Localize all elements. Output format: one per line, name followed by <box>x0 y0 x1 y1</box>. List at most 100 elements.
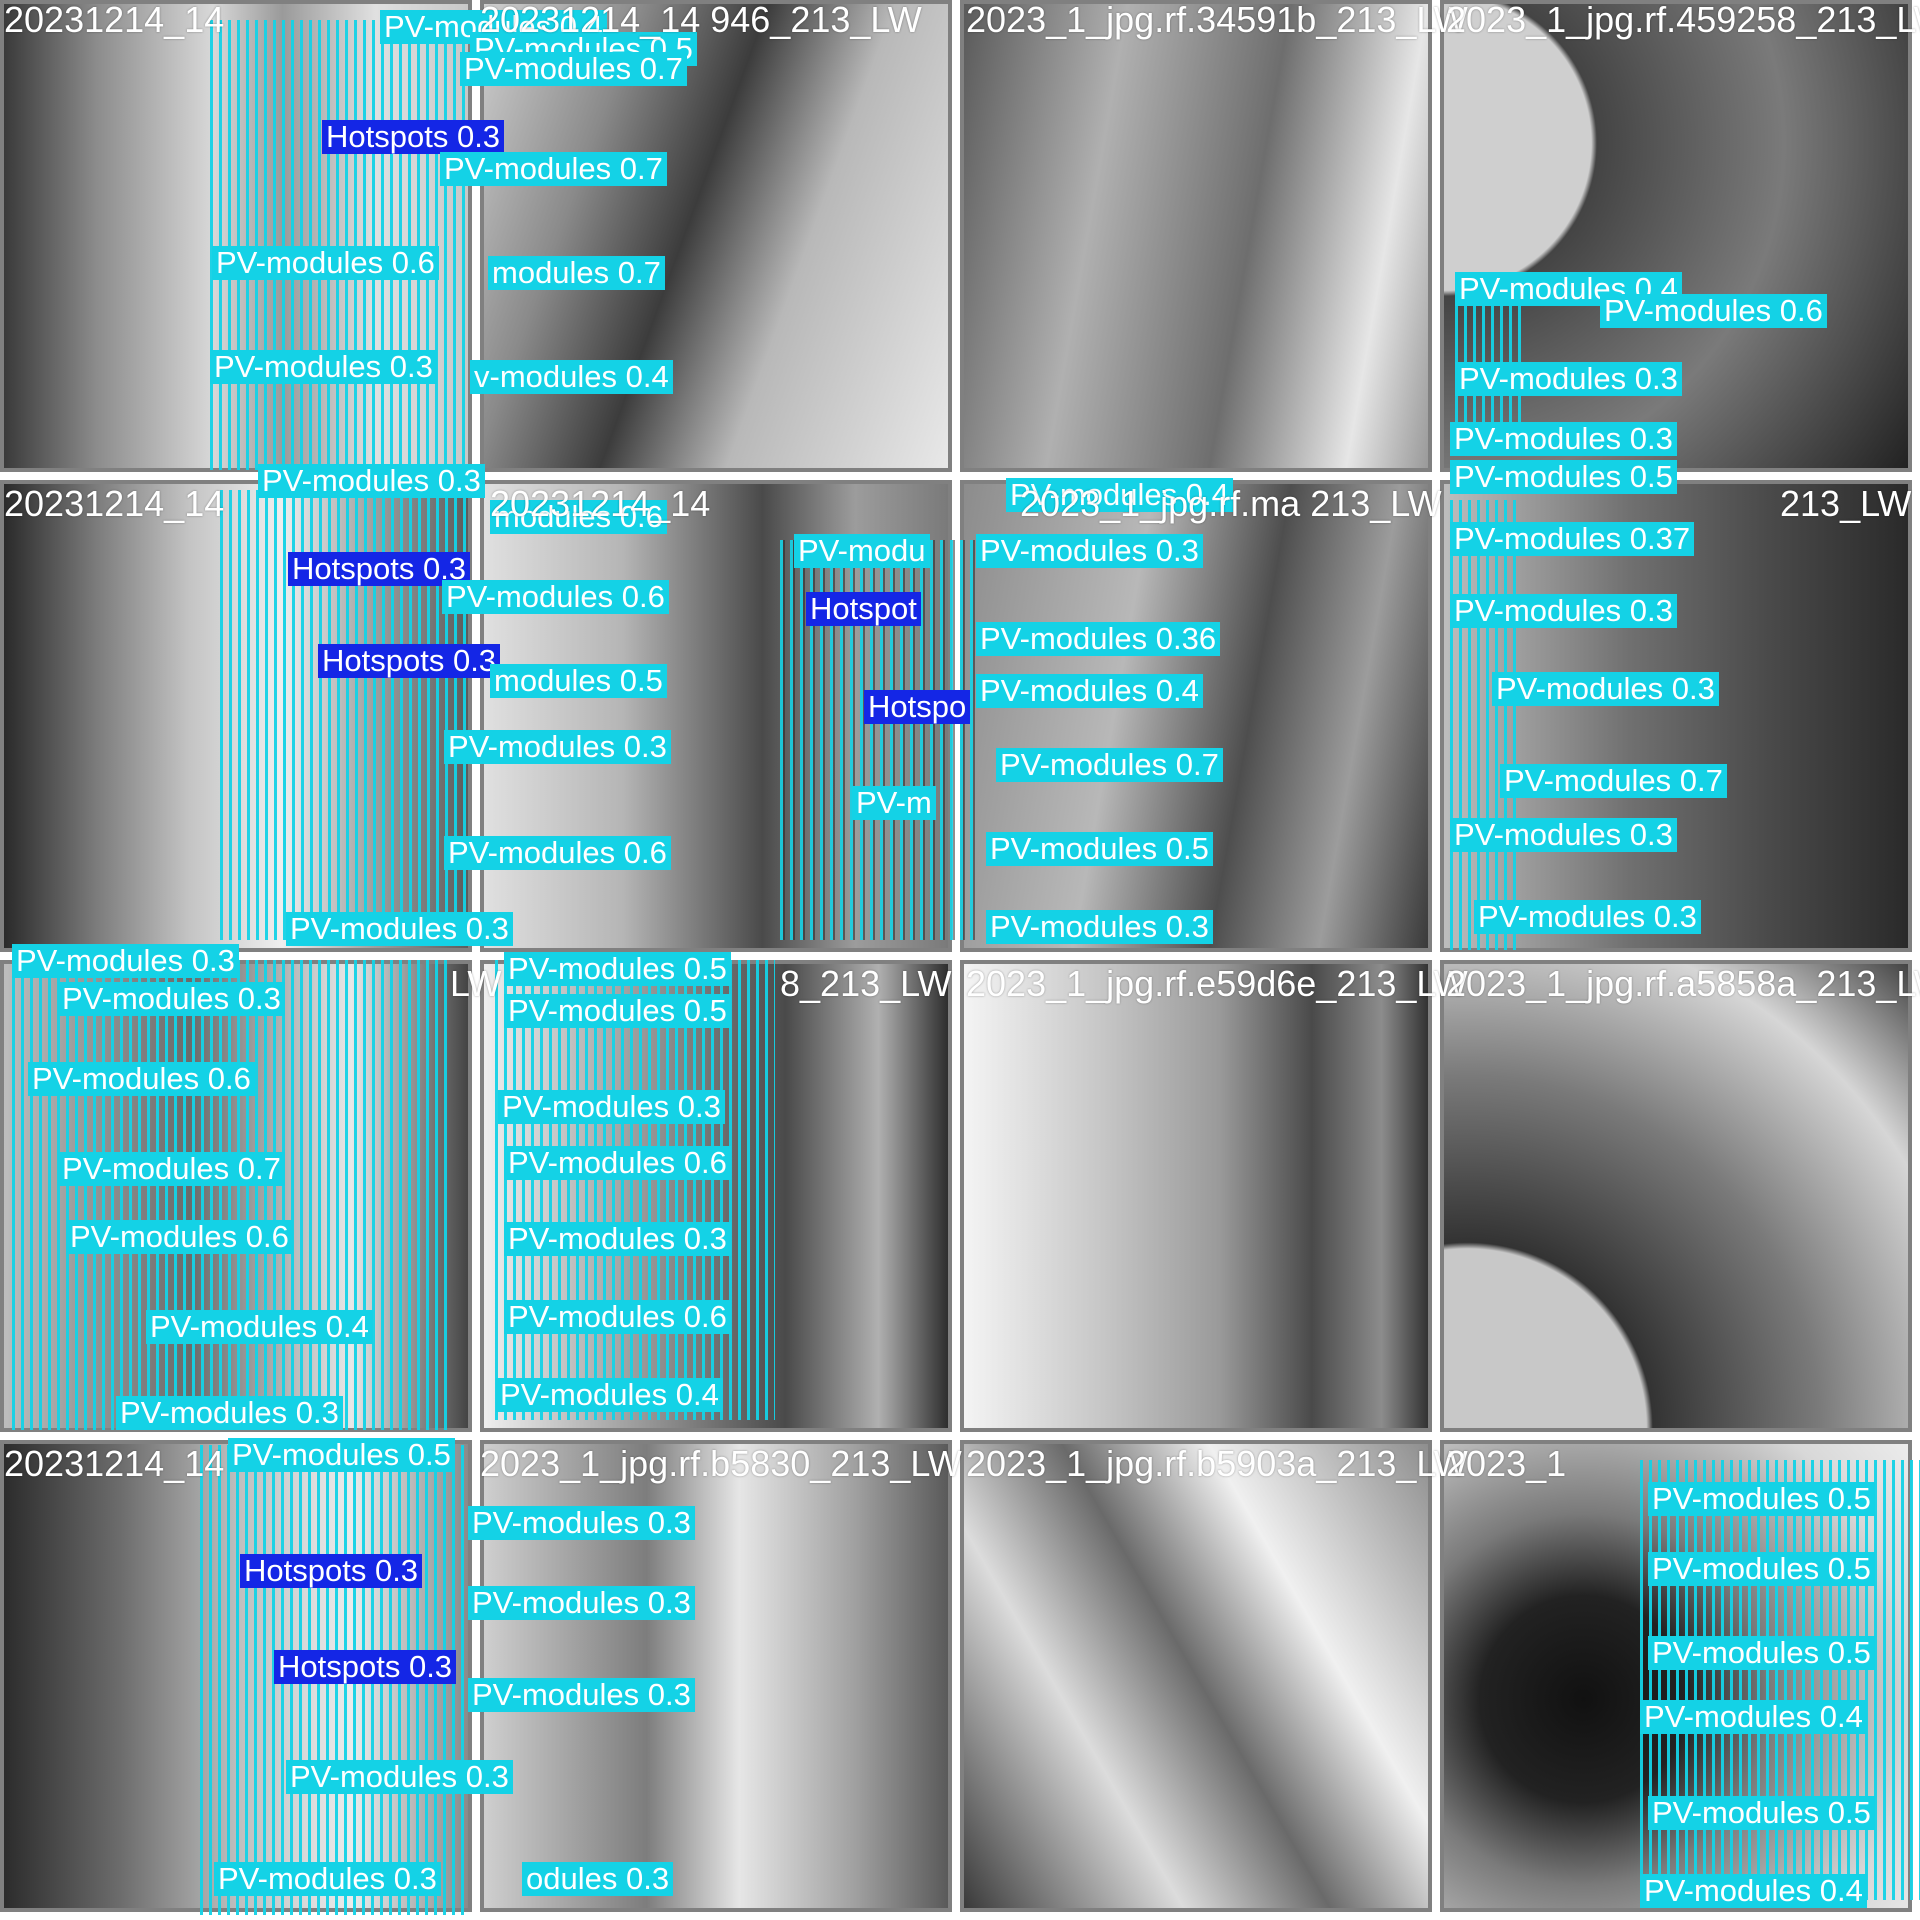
detection-label: Hotspots 0.3 <box>240 1554 423 1588</box>
detection-label: PV-modules 0.3 <box>504 1222 731 1256</box>
detection-label: PV-modules 0.3 <box>286 1760 513 1794</box>
tile-14 <box>480 1440 952 1912</box>
detection-label: PV-modules 0.6 <box>1600 294 1827 328</box>
detection-label: PV-modules 0.5 <box>1648 1482 1875 1516</box>
detection-label: PV-modules 0.3 <box>210 350 437 384</box>
detection-label: PV-modules 0.4 <box>1640 1700 1867 1734</box>
tile-10 <box>480 960 952 1432</box>
detection-label: modules 0.5 <box>490 664 667 698</box>
tile-title: 8_213_LW <box>780 963 952 1004</box>
detection-label: PV-modules 0.4 <box>146 1310 373 1344</box>
detection-label: PV-modules 0.36 <box>976 622 1221 656</box>
detection-label: v-modules 0.4 <box>470 360 673 394</box>
detection-label: PV-modules 0.5 <box>1648 1636 1875 1670</box>
detection-label: PV-modules 0.3 <box>468 1506 695 1540</box>
detection-label: PV-modules 0.6 <box>66 1220 293 1254</box>
detection-label: PV-modules 0.3 <box>58 982 285 1016</box>
tile-title: 20231214_14 946_213_LW <box>480 0 922 40</box>
detection-label: PV-modules 0.6 <box>212 246 439 280</box>
detection-label: PV-modules 0.4 <box>976 674 1203 708</box>
thermal-image <box>484 964 948 1428</box>
detection-label: PV-modules 0.7 <box>58 1152 285 1186</box>
detection-label: PV-modules 0.4 <box>1006 478 1233 512</box>
detection-label: Hotspots 0.3 <box>274 1650 457 1684</box>
detection-label: PV-modules 0.3 <box>12 944 239 978</box>
detection-label: PV-modules 0.3 <box>468 1678 695 1712</box>
tile-1 <box>0 0 472 472</box>
tile-12 <box>1440 960 1912 1432</box>
detection-label: PV-modules 0.6 <box>442 580 669 614</box>
detection-label: PV-modules 0.5 <box>228 1438 455 1472</box>
detection-label: PV-modules 0.3 <box>1450 818 1677 852</box>
detection-label: PV-modules 0.5 <box>504 994 731 1028</box>
detection-label: PV-m <box>852 786 936 820</box>
detection-label: PV-modules 0.4 <box>496 1378 723 1412</box>
thermal-image <box>1444 484 1908 948</box>
detection-label: PV-modules 0.3 <box>286 912 513 946</box>
mosaic-divider <box>478 0 480 1920</box>
tile-title: 20231214_14 <box>4 1443 225 1484</box>
detection-label: PV-modules 0.3 <box>986 910 1213 944</box>
tile-11 <box>960 960 1432 1432</box>
detection-label: PV-modules 0.4 <box>1455 272 1682 306</box>
thermal-image <box>964 4 1428 468</box>
detection-label: PV-modules 0.6 <box>28 1062 255 1096</box>
detection-label: PV-modules 0.3 <box>214 1862 441 1896</box>
thermal-image <box>964 1444 1428 1908</box>
detection-label: PV-modules 0.5 <box>1648 1796 1875 1830</box>
tile-title: 2023_1_jpg.rf.459258_213_LW <box>1446 0 1920 40</box>
detection-label: PV-modules 0.6 <box>504 1300 731 1334</box>
detection-label: PV-modules 0.37 <box>1450 522 1695 556</box>
detection-label: PV-modules 0.3 <box>468 1586 695 1620</box>
detection-label: PV-modules 0.7 <box>460 52 687 86</box>
tile-title: 2023_1_jpg.rf.e59d6e_213_LW <box>966 963 1468 1004</box>
detection-label: PV-modules 0.3 <box>116 1396 343 1430</box>
detection-label: PV-modules 0.3 <box>976 534 1203 568</box>
tile-title: 213_LW <box>1780 483 1912 524</box>
tile-title: 2023_1_jpg.rf.ma 213_LW <box>1020 483 1442 524</box>
tile-15 <box>960 1440 1432 1912</box>
detection-label: PV-modules 0.7 <box>996 748 1223 782</box>
detection-label: PV-modules 0.6 <box>504 1146 731 1180</box>
detection-label: PV-modules 0.7 <box>1500 764 1727 798</box>
detection-label: PV-modules 0.5 <box>1450 460 1677 494</box>
detection-label: PV-modules 0.3 <box>1450 422 1677 456</box>
detection-label: PV-modules 0.3 <box>1474 900 1701 934</box>
detection-label: PV-modules 0.7 <box>440 152 667 186</box>
detection-label: Hotspo <box>864 690 971 724</box>
thermal-image <box>964 964 1428 1428</box>
detection-label: Hotspots 0.3 <box>322 120 505 154</box>
detection-label: Hotspots 0.3 <box>318 644 501 678</box>
thermal-image <box>1444 964 1908 1428</box>
tile-3 <box>960 0 1432 472</box>
detection-label: PV-modu <box>794 534 930 568</box>
tile-title: 2023_1 <box>1446 1443 1567 1484</box>
detection-label: modules 0.6 <box>490 500 667 534</box>
tile-4 <box>1440 0 1912 472</box>
tile-title: 20231214_14 <box>4 483 225 524</box>
tile-9 <box>0 960 472 1432</box>
tile-title: 20231214_14 <box>4 0 225 40</box>
detection-label: modules 0.7 <box>488 256 665 290</box>
detection-label: Hotspot <box>806 592 921 626</box>
mosaic-divider <box>0 478 1920 480</box>
detection-label: PV-modules 0.5 <box>504 952 731 986</box>
detection-label: odules 0.3 <box>522 1862 674 1896</box>
tile-title: 20231214_14 <box>490 483 711 524</box>
detection-label: PV-modules 0.3 <box>1492 672 1719 706</box>
thermal-image <box>4 964 468 1428</box>
detection-label: PV-modules 0.3 <box>1455 362 1682 396</box>
detection-label: PV-modules 0.3 <box>444 730 671 764</box>
tile-title: 2023_1_jpg.rf.b5830_213_LW <box>480 1443 962 1484</box>
detection-label: PV-modules 0.3 <box>1450 594 1677 628</box>
detection-label: PV-modules 0.5 <box>1648 1552 1875 1586</box>
detection-label: PV-modules 0.5 <box>986 832 1213 866</box>
tile-title: LW <box>450 963 502 1004</box>
detection-label: PV-modules 0.6 <box>444 836 671 870</box>
detection-label: PV-modules 0.4 <box>1640 1874 1867 1908</box>
tile-title: 2023_1_jpg.rf.34591b_213_LW <box>966 0 1468 40</box>
thermal-image <box>4 4 468 468</box>
detection-label: PV-modules 0.3 <box>258 464 485 498</box>
tile-title: 2023_1_jpg.rf.b5903a_213_LW <box>966 1443 1468 1484</box>
